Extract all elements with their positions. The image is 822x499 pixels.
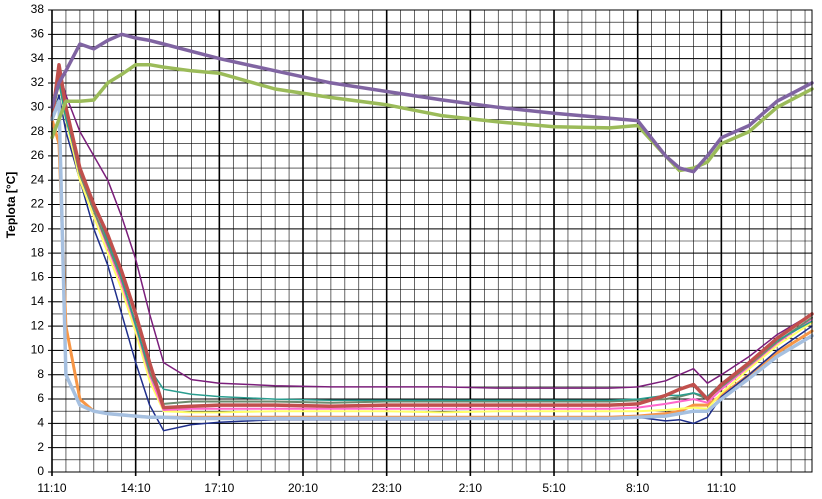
- y-tick-label: 32: [31, 75, 45, 89]
- series-line: [50, 32, 814, 174]
- x-tick-label: 8:10: [626, 481, 650, 495]
- x-tick-label: 20:10: [288, 481, 318, 495]
- y-tick-label: 28: [31, 124, 45, 138]
- y-tick-label: 18: [31, 245, 45, 259]
- x-tick-label: 14:10: [121, 481, 151, 495]
- series-line: [51, 81, 813, 414]
- series-line: [50, 99, 814, 421]
- series-line: [51, 75, 813, 405]
- y-tick-label: 38: [31, 2, 45, 16]
- y-axis-title: Teplota [°C]: [4, 172, 18, 239]
- series-line: [50, 62, 814, 410]
- y-tick-label: 24: [31, 172, 45, 186]
- y-tick-label: 26: [31, 148, 45, 162]
- y-tick-label: 14: [31, 294, 45, 308]
- y-tick-label: 36: [31, 26, 45, 40]
- y-tick-label: 34: [31, 51, 45, 65]
- x-tick-label: 11:10: [37, 481, 66, 495]
- x-tick-label: 17:10: [204, 481, 234, 495]
- y-tick-label: 6: [37, 391, 44, 405]
- y-tick-label: 10: [31, 343, 45, 357]
- y-tick-label: 0: [37, 464, 44, 478]
- x-tick-label: 23:10: [372, 481, 402, 495]
- y-tick-label: 12: [31, 318, 45, 332]
- x-tick-label: 2:10: [459, 481, 483, 495]
- y-tick-label: 4: [37, 416, 44, 430]
- y-tick-label: 30: [31, 99, 45, 113]
- y-tick-label: 16: [31, 270, 45, 284]
- x-tick-label: 5:10: [542, 481, 566, 495]
- plot-border: [51, 9, 813, 473]
- x-tick-label: 11:10: [707, 481, 736, 495]
- y-tick-label: 8: [37, 367, 44, 381]
- series-line: [51, 70, 813, 389]
- y-tick-label: 20: [31, 221, 45, 235]
- y-tick-label: 2: [37, 440, 44, 454]
- y-tick-label: 22: [31, 197, 45, 211]
